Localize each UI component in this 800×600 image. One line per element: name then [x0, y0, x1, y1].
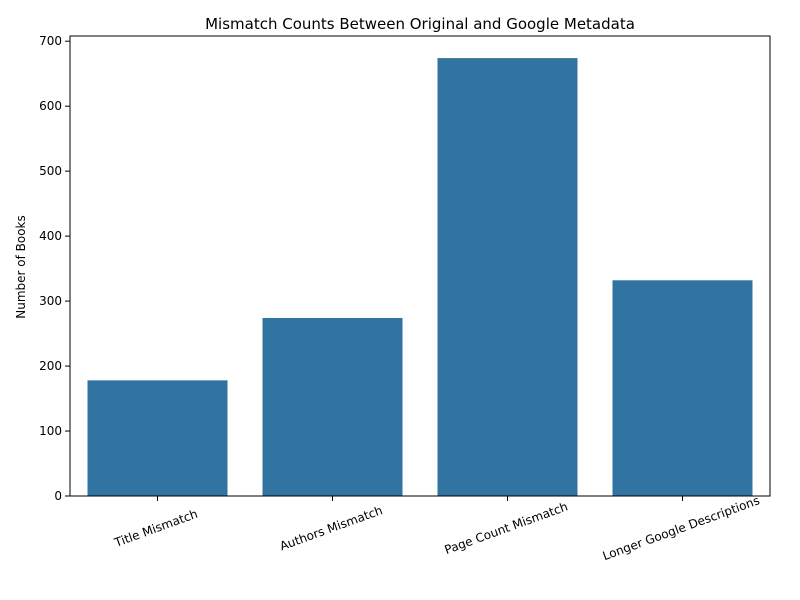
y-tick-label: 100	[39, 424, 62, 438]
bar-4	[612, 280, 753, 496]
y-tick-label: 600	[39, 99, 62, 113]
x-tick-label: Longer Google Descriptions	[601, 493, 762, 563]
bar-2	[262, 317, 403, 496]
y-tick-label: 500	[39, 164, 62, 178]
x-tick-label: Page Count Mismatch	[443, 499, 570, 557]
bar-1	[87, 380, 228, 496]
y-axis-label: Number of Books	[14, 215, 28, 319]
bars-layer	[87, 58, 753, 497]
y-tick-label: 700	[39, 34, 62, 48]
bar-3	[437, 58, 578, 497]
y-tick-label: 300	[39, 294, 62, 308]
y-tick-label: 400	[39, 229, 62, 243]
plot-frame	[69, 35, 771, 497]
x-tick-label: Authors Mismatch	[278, 503, 385, 553]
chart-title: Mismatch Counts Between Original and Goo…	[205, 15, 635, 33]
x-tick-label: Title Mismatch	[112, 507, 200, 550]
y-tick-label: 0	[54, 489, 62, 503]
y-tick-label: 200	[39, 359, 62, 373]
